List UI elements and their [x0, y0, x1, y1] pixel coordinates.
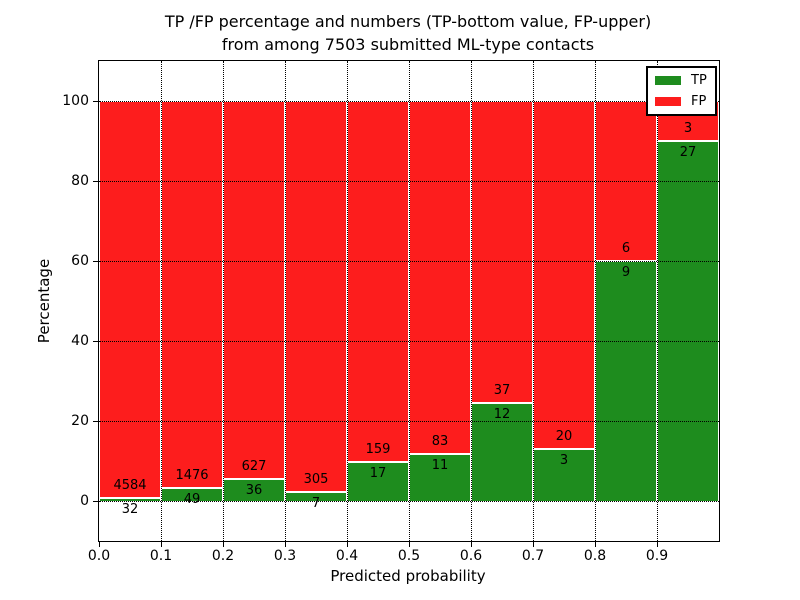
y-tick-label: 20: [71, 413, 89, 429]
legend-entry-tp: TP: [655, 73, 707, 88]
tp-count-label: 3: [559, 452, 569, 468]
fp-bar-segment: [161, 101, 223, 489]
x-axis-label: Predicted probability: [330, 567, 486, 585]
fp-bar-segment: [347, 101, 409, 463]
legend-entry-fp: FP: [655, 94, 707, 109]
tp-count-label: 27: [679, 145, 697, 160]
x-tick-label: 0.9: [645, 548, 669, 564]
fp-bar-segment: [285, 101, 347, 493]
x-tick-mark: [347, 542, 348, 547]
y-tick-label: 40: [71, 333, 89, 349]
fp-bar-segment: [99, 101, 161, 499]
fp-bar-segment: [223, 101, 285, 480]
fp-count-label: 305: [303, 472, 329, 488]
x-tick-mark: [285, 542, 286, 547]
x-tick-label: 0.4: [335, 548, 359, 564]
fp-bar-segment: [471, 101, 533, 404]
fp-count-label: 6: [621, 241, 631, 256]
fp-count-label: 37: [493, 383, 511, 399]
fp-count-label: 627: [241, 459, 267, 475]
y-tick-mark: [93, 341, 98, 342]
x-tick-label: 0.5: [397, 548, 421, 564]
chart-title-line1: TP /FP percentage and numbers (TP-bottom…: [164, 12, 652, 31]
tp-bar-segment: [347, 462, 409, 501]
fp-bar-segment: [409, 101, 471, 455]
tp-count-label: 17: [369, 466, 387, 482]
legend-label: FP: [691, 94, 707, 109]
fp-count-label: 83: [431, 434, 449, 450]
fp-color-swatch: [655, 97, 681, 106]
y-tick-mark: [93, 101, 98, 102]
tp-bar-segment: [595, 261, 657, 501]
y-tick-mark: [93, 501, 98, 502]
legend: TP FP: [646, 66, 717, 116]
fp-bar-segment: [595, 101, 657, 261]
x-tick-mark: [595, 542, 596, 547]
tp-bar-segment: [533, 448, 595, 501]
x-tick-label: 0.3: [273, 548, 297, 564]
y-tick-label: 0: [80, 493, 89, 509]
fp-count-label: 159: [365, 442, 391, 458]
x-tick-mark: [99, 542, 100, 547]
tp-count-label: 49: [183, 492, 201, 508]
x-tick-label: 0.2: [211, 548, 235, 564]
chart-title-line2: from among 7503 submitted ML-type contac…: [221, 35, 595, 54]
tp-count-label: 11: [431, 458, 449, 474]
x-tick-mark: [533, 542, 534, 547]
tp-bar-segment: [409, 454, 471, 501]
fp-count-label: 3: [683, 121, 693, 136]
x-tick-label: 0.0: [87, 548, 111, 564]
tp-count-label: 32: [121, 502, 139, 518]
y-tick-label: 100: [62, 93, 89, 109]
tp-count-label: 7: [311, 496, 321, 512]
tp-bar-segment: [99, 498, 161, 501]
fp-count-label: 4584: [113, 478, 147, 494]
y-tick-mark: [93, 261, 98, 262]
tp-count-label: 12: [493, 407, 511, 423]
tp-color-swatch: [655, 76, 681, 85]
x-tick-label: 0.8: [583, 548, 607, 564]
chart-title: TP /FP percentage and numbers (TP-bottom…: [98, 10, 718, 56]
x-tick-mark: [223, 542, 224, 547]
x-tick-mark: [409, 542, 410, 547]
x-tick-mark: [471, 542, 472, 547]
y-tick-mark: [93, 181, 98, 182]
y-tick-mark: [93, 421, 98, 422]
fp-bar-segment: [533, 101, 595, 449]
y-tick-label: 80: [71, 173, 89, 189]
tp-count-label: 9: [621, 265, 631, 280]
plot-area: 4584 32 1476 49 627 36 305 7 159 17 83 11 37 12 20 3 6 9 3…: [62, 60, 720, 564]
x-tick-label: 0.7: [521, 548, 545, 564]
tp-bar-segment: [657, 141, 719, 501]
fp-count-label: 1476: [175, 468, 209, 484]
y-tick-label: 60: [71, 253, 89, 269]
x-tick-label: 0.1: [149, 548, 173, 564]
x-tick-label: 0.6: [459, 548, 483, 564]
legend-label: TP: [691, 73, 707, 88]
fp-count-label: 20: [555, 428, 573, 444]
tp-count-label: 36: [245, 483, 263, 499]
x-tick-mark: [161, 542, 162, 547]
x-tick-mark: [657, 542, 658, 547]
tp-bar-segment: [471, 403, 533, 501]
